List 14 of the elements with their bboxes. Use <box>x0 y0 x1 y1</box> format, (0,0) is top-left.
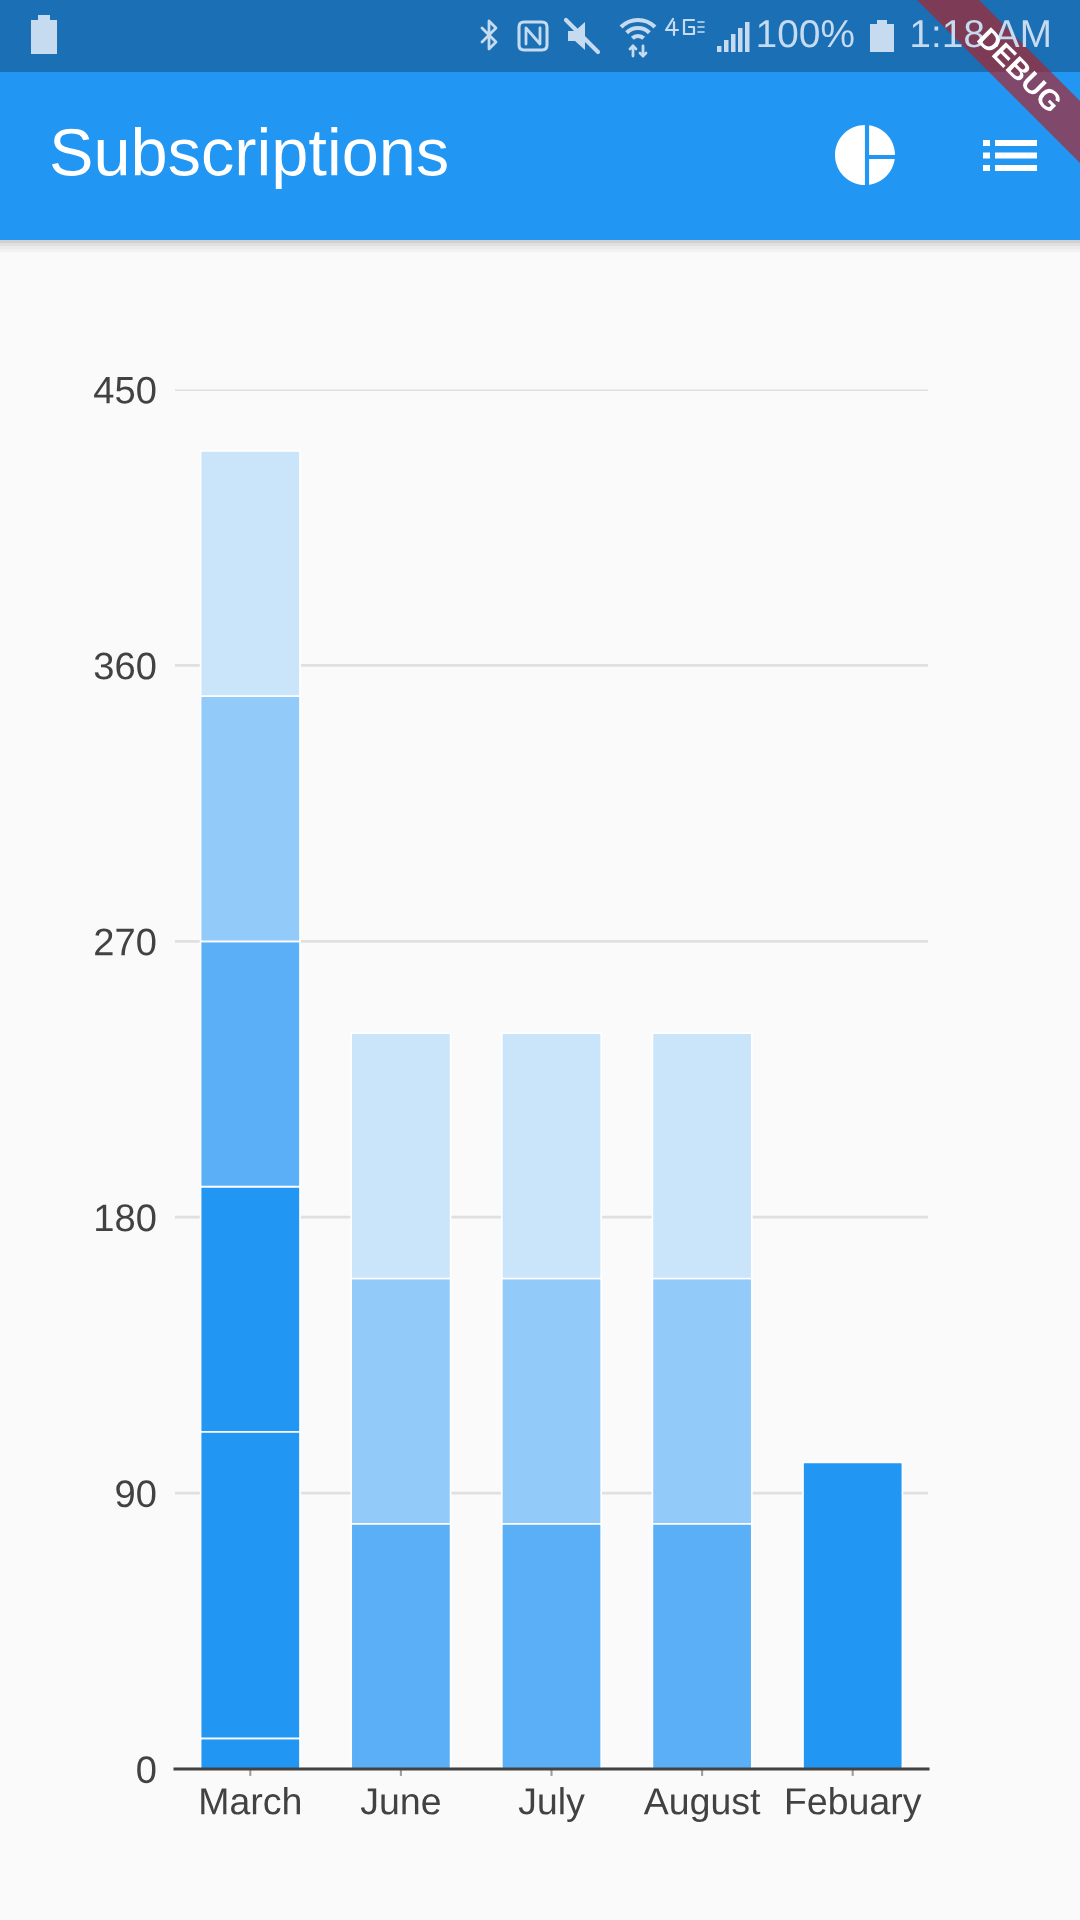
x-tick-label: August <box>643 1788 761 1823</box>
y-tick-label: 270 <box>95 928 156 956</box>
y-tick-label: 0 <box>137 1756 156 1784</box>
x-tick-label: July <box>518 1787 585 1823</box>
text: 100% <box>758 19 854 48</box>
x-tick-label: June <box>360 1788 440 1815</box>
y-tick-label: 360 <box>94 652 156 680</box>
y-tick-label: 180 <box>96 1204 156 1232</box>
x-tick-label: March <box>201 1787 300 1815</box>
y-tick-label: 450 <box>94 376 156 404</box>
chart-title: Subscriptions <box>52 126 447 190</box>
y-tick-label: 90 <box>116 1480 156 1508</box>
bar <box>802 1461 904 1769</box>
x-tick-label: Febuary <box>787 1787 922 1823</box>
